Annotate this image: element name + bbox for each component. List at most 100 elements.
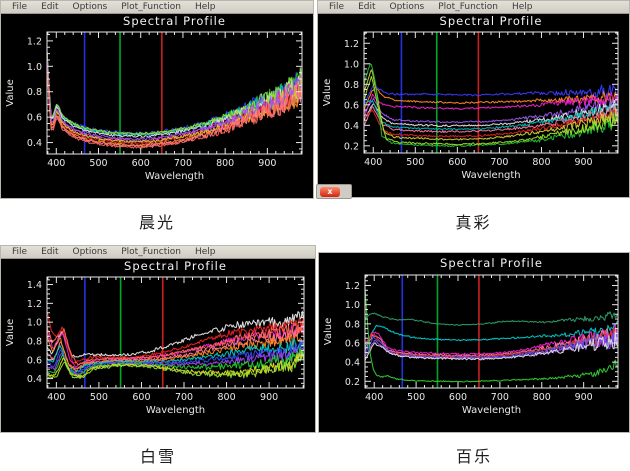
x-tick-label: 500 xyxy=(89,158,107,169)
y-tick-label: 0.4 xyxy=(345,358,360,369)
x-axis-label: Wavelength xyxy=(461,170,520,181)
spectral-curve-sample-7 xyxy=(364,104,618,134)
x-tick-label: 600 xyxy=(132,158,150,169)
menu-item-edit[interactable]: Edit xyxy=(41,247,59,257)
menu-item-help[interactable]: Help xyxy=(194,247,216,257)
spectral-curve-sample-9 xyxy=(364,69,618,141)
y-tick-label: 0.4 xyxy=(27,374,42,385)
spectral-curve-sample-3 xyxy=(364,92,618,117)
x-axis-label: Wavelength xyxy=(462,405,521,416)
x-tick-label: 900 xyxy=(258,158,276,169)
x-tick-label: 600 xyxy=(132,392,150,403)
menu-item-plot_function[interactable]: Plot_Function xyxy=(438,2,498,12)
spectral-curve-sample-9 xyxy=(47,346,304,377)
y-tick-label: 0.8 xyxy=(344,80,359,91)
spectral-curve-sample-10 xyxy=(364,63,618,148)
menu-item-plot_function[interactable]: Plot_Function xyxy=(121,2,181,12)
spectral-profile-window-baixue: File Edit Options Plot_Function Help Spectra… xyxy=(0,245,316,433)
menu-item-file[interactable]: File xyxy=(329,2,345,12)
spectral-curve-sample-12 xyxy=(47,320,304,366)
x-axis-label: Wavelength xyxy=(145,171,204,182)
spectral-curve-sample-2 xyxy=(47,312,304,364)
caption-baile: 百乐 xyxy=(455,447,492,466)
x-tick-label: 400 xyxy=(47,158,65,169)
menu-item-options[interactable]: Options xyxy=(72,2,108,12)
x-tick-label: 600 xyxy=(449,392,467,403)
x-tick-label: 700 xyxy=(175,392,193,403)
x-tick-label: 400 xyxy=(365,392,383,403)
y-tick-label: 1.4 xyxy=(27,280,42,291)
y-tick-label: 0.8 xyxy=(345,319,360,330)
spectral-curve-sample-5 xyxy=(47,333,304,372)
y-tick-label: 0.6 xyxy=(27,113,42,124)
spectral-curve-sample-1 xyxy=(365,311,618,327)
x-tick-label: 400 xyxy=(47,392,65,403)
spectral-profile-window-zhencai: File Edit Options Plot_Function Help Spectra… xyxy=(317,0,630,198)
spectral-plot-canvas-baile[interactable]: Spectral Profile 400 500 600 700 800 900 0.2 0.4… xyxy=(319,253,627,430)
spectral-curve-sample-8 xyxy=(365,331,618,361)
spectral-curve-sample-2 xyxy=(365,320,618,349)
menu-item-options[interactable]: Options xyxy=(389,2,425,12)
x-tick-label: 500 xyxy=(407,392,425,403)
y-tick-label: 0.2 xyxy=(344,141,359,152)
y-tick-label: 1.2 xyxy=(344,39,359,50)
spectral-curve-sample-12 xyxy=(47,64,302,149)
spectral-curve-sample-10 xyxy=(47,352,304,378)
spectral-plot-canvas-chenguang[interactable]: Spectral Profile 400 500 600 700 800 900 0.4 0.6… xyxy=(1,14,311,196)
y-tick-label: 0.8 xyxy=(27,87,42,98)
spectral-curve-sample-9 xyxy=(365,287,618,383)
y-tick-label: 0.6 xyxy=(344,100,359,111)
y-tick-label: 0.4 xyxy=(344,121,359,132)
menu-bar: File Edit Options Plot_Function Help xyxy=(1,246,315,259)
y-axis-label: Value xyxy=(5,319,16,346)
spectral-curve-sample-1 xyxy=(364,84,618,104)
x-tick-label: 500 xyxy=(90,392,108,403)
spectral-curve-sample-2 xyxy=(364,87,618,112)
y-tick-label: 0.6 xyxy=(345,338,360,349)
window-close-tab: x xyxy=(316,184,352,199)
spectral-curve-sample-4 xyxy=(47,326,304,370)
y-tick-label: 1.0 xyxy=(345,300,360,311)
menu-item-file[interactable]: File xyxy=(12,247,28,257)
menu-item-help[interactable]: Help xyxy=(511,2,533,12)
x-tick-label: 700 xyxy=(174,158,192,169)
menu-item-file[interactable]: File xyxy=(12,2,28,12)
menu-item-edit[interactable]: Edit xyxy=(358,2,376,12)
y-tick-label: 0.8 xyxy=(27,336,42,347)
x-tick-label: 800 xyxy=(532,157,550,168)
y-tick-label: 0.6 xyxy=(27,355,42,366)
menu-bar: File Edit Options Plot_Function Help xyxy=(1,1,313,14)
spectral-curve-sample-6 xyxy=(364,99,618,131)
x-tick-label: 600 xyxy=(448,157,466,168)
x-tick-label: 500 xyxy=(406,157,424,168)
spectral-curve-sample-8 xyxy=(47,346,304,376)
menu-item-help[interactable]: Help xyxy=(194,2,216,12)
y-tick-label: 0.4 xyxy=(27,138,42,149)
menu-bar: File Edit Options Plot_Function Help xyxy=(318,1,629,14)
caption-zhencai: 真彩 xyxy=(455,213,492,232)
spectral-curve-sample-11 xyxy=(47,350,304,379)
x-tick-label: 700 xyxy=(490,157,508,168)
y-axis-label: Value xyxy=(5,79,16,106)
spectral-curve-sample-6 xyxy=(47,337,304,373)
spectral-curve-sample-1 xyxy=(47,310,304,358)
spectral-curve-sample-11 xyxy=(364,75,618,146)
y-tick-label: 1.0 xyxy=(27,62,42,73)
spectral-curve-sample-11 xyxy=(47,56,302,142)
x-tick-label: 800 xyxy=(216,158,234,169)
spectral-plot-canvas-zhencai[interactable]: Spectral Profile 400 500 600 700 800 900 0.2 0.4… xyxy=(318,14,627,195)
y-tick-label: 1.2 xyxy=(345,281,360,292)
close-icon[interactable]: x xyxy=(320,186,340,197)
menu-item-edit[interactable]: Edit xyxy=(41,2,59,12)
spectral-plot-canvas-baixue[interactable]: Spectral Profile 400 500 600 700 800 900 0.4 0.6… xyxy=(1,259,313,430)
spectral-curve-sample-4 xyxy=(365,327,618,358)
x-tick-label: 900 xyxy=(260,392,278,403)
menu-item-plot_function[interactable]: Plot_Function xyxy=(121,247,181,257)
spectral-curve-sample-4 xyxy=(364,97,618,124)
x-tick-label: 900 xyxy=(574,157,592,168)
x-tick-label: 700 xyxy=(491,392,509,403)
x-tick-label: 800 xyxy=(533,392,551,403)
x-axis-label: Wavelength xyxy=(146,405,205,416)
menu-item-options[interactable]: Options xyxy=(72,247,108,257)
